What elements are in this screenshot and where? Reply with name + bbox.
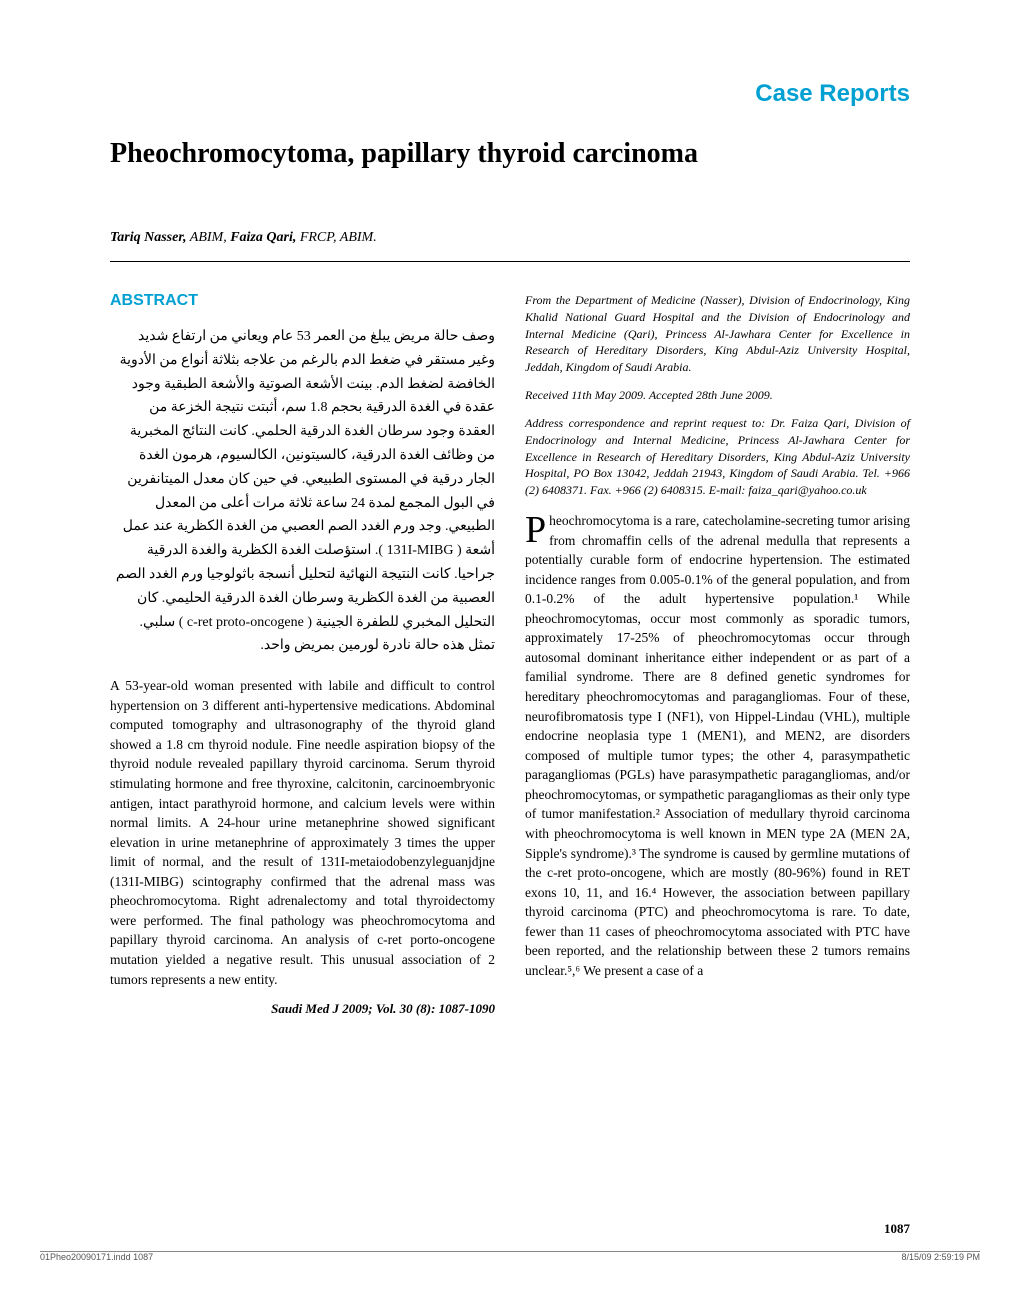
left-column: ABSTRACT وصف حالة مريض يبلغ من العمر 53 … xyxy=(110,292,495,1017)
affiliation: From the Department of Medicine (Nasser)… xyxy=(525,292,910,376)
received-date: Received 11th May 2009. Accepted 28th Ju… xyxy=(525,388,910,403)
header-divider xyxy=(110,261,910,262)
correspondence: Address correspondence and reprint reque… xyxy=(525,415,910,499)
authors-text: Tariq Nasser, ABIM, Faiza Qari, FRCP, AB… xyxy=(110,230,377,245)
english-abstract: A 53-year-old woman presented with labil… xyxy=(110,676,495,989)
main-body-text: heochromocytoma is a rare, catecholamine… xyxy=(525,513,910,978)
footer: 01Pheo20090171.indd 1087 8/15/09 2:59:19… xyxy=(40,1252,980,1262)
right-column: From the Department of Medicine (Nasser)… xyxy=(525,292,910,1017)
footer-right: 8/15/09 2:59:19 PM xyxy=(901,1252,980,1262)
authors: Tariq Nasser, ABIM, Faiza Qari, FRCP, AB… xyxy=(110,230,910,246)
section-header: Case Reports xyxy=(110,80,910,108)
page: Case Reports Pheochromocytoma, papillary… xyxy=(0,0,1020,1292)
arabic-abstract: وصف حالة مريض يبلغ من العمر 53 عام ويعان… xyxy=(110,325,495,658)
abstract-heading: ABSTRACT xyxy=(110,292,495,310)
footer-left: 01Pheo20090171.indd 1087 xyxy=(40,1252,153,1262)
dropcap: P xyxy=(525,511,549,547)
citation: Saudi Med J 2009; Vol. 30 (8): 1087-1090 xyxy=(110,1001,495,1017)
content-columns: ABSTRACT وصف حالة مريض يبلغ من العمر 53 … xyxy=(110,292,910,1017)
page-number: 1087 xyxy=(884,1221,910,1237)
main-body: Pheochromocytoma is a rare, catecholamin… xyxy=(525,511,910,981)
article-title: Pheochromocytoma, papillary thyroid carc… xyxy=(110,138,910,170)
